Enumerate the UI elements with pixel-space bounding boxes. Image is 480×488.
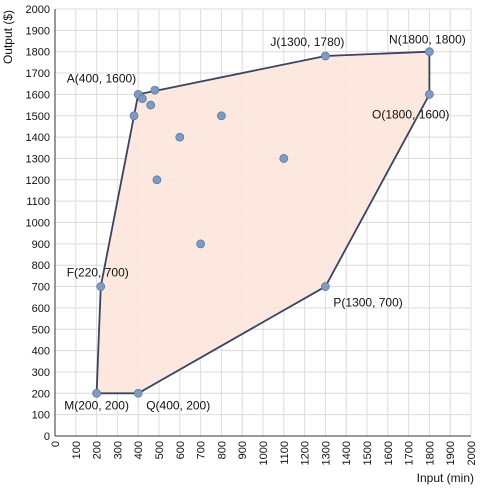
y-tick-label: 1200	[26, 175, 50, 187]
y-tick-label: 600	[32, 303, 50, 315]
x-tick-label: 600	[175, 441, 187, 459]
data-point	[424, 90, 434, 99]
y-tick-label: 400	[32, 346, 50, 358]
x-tick-label: 1400	[341, 441, 353, 465]
axes	[54, 9, 471, 437]
point-label: P(1300, 700)	[333, 296, 402, 310]
y-tick-label: 500	[32, 324, 50, 336]
data-point	[320, 51, 330, 61]
x-tick-label: 400	[133, 441, 145, 459]
point-label: Q(400, 200)	[146, 398, 210, 412]
y-tick-label: 1900	[26, 25, 50, 37]
x-tick-label: 1200	[300, 441, 312, 465]
data-point	[146, 100, 156, 110]
y-tick-label: 900	[32, 239, 50, 251]
x-tick-label: 700	[196, 441, 208, 459]
x-tick-label: 1900	[445, 441, 457, 465]
point-label: N(1800, 1800)	[389, 33, 466, 47]
y-tick-label: 2000	[26, 4, 50, 16]
y-tick-label: 1500	[26, 111, 50, 123]
y-tick-label: 1600	[26, 89, 50, 101]
x-tick-label: 1000	[258, 441, 270, 465]
data-point	[320, 282, 330, 291]
y-tick-label: 200	[32, 388, 50, 400]
x-tick-label: 300	[112, 441, 124, 459]
y-tick-label: 0	[44, 431, 50, 443]
x-tick-label: 200	[92, 441, 104, 459]
x-tick-label: 1300	[320, 441, 332, 465]
y-tick-label: 1800	[26, 47, 50, 59]
point-label: A(400, 1600)	[67, 71, 136, 85]
point-label: F(220, 700)	[67, 266, 129, 280]
x-tick-label: 500	[154, 441, 166, 459]
y-tick-labels: 0 100 200 300 400 500 600 700 800 900 1000 1100 1200…	[26, 4, 50, 443]
data-points	[92, 47, 434, 398]
data-point	[196, 239, 206, 249]
x-axis-title: Input (min)	[417, 471, 474, 485]
data-point	[92, 388, 101, 398]
data-point	[137, 94, 147, 104]
x-tick-label: 1100	[279, 441, 291, 465]
x-tick-label: 100	[71, 441, 83, 459]
point-label: J(1300, 1780)	[270, 35, 344, 49]
x-tick-label: 800	[216, 441, 228, 459]
data-point	[150, 85, 160, 95]
x-tick-label: 900	[237, 441, 249, 459]
x-tick-labels: 0 100 200 300 400 500 600 700 800 900 1000 1100 1200…	[50, 441, 478, 465]
data-point	[133, 388, 143, 398]
y-axis-title: Output ($)	[1, 10, 15, 64]
x-tick-label: 1500	[362, 441, 374, 465]
y-tick-label: 1300	[26, 153, 50, 165]
y-tick-label: 100	[32, 410, 50, 422]
x-tick-label: 2000	[466, 441, 478, 465]
data-point	[216, 111, 226, 121]
x-tick-label: 0	[50, 441, 62, 447]
point-label: O(1800, 1600)	[372, 107, 449, 121]
x-tick-label: 1600	[383, 441, 395, 465]
y-tick-label: 1700	[26, 68, 50, 80]
data-point	[424, 47, 434, 57]
y-tick-label: 300	[32, 367, 50, 379]
y-tick-label: 800	[32, 260, 50, 272]
y-tick-label: 1100	[26, 196, 50, 208]
y-tick-label: 1000	[26, 218, 50, 230]
data-point	[129, 111, 139, 121]
y-tick-label: 1400	[26, 132, 50, 144]
data-point	[279, 154, 289, 163]
x-tick-label: 1800	[424, 441, 436, 465]
x-tick-label: 1700	[404, 441, 416, 465]
data-point	[96, 282, 106, 291]
point-label: M(200, 200)	[64, 398, 129, 412]
data-point	[175, 132, 185, 142]
y-tick-label: 700	[32, 282, 50, 294]
point-labels: A(400, 1600) F(220, 700) J(1300, 1780) N(18…	[64, 33, 466, 413]
data-point	[152, 175, 162, 185]
